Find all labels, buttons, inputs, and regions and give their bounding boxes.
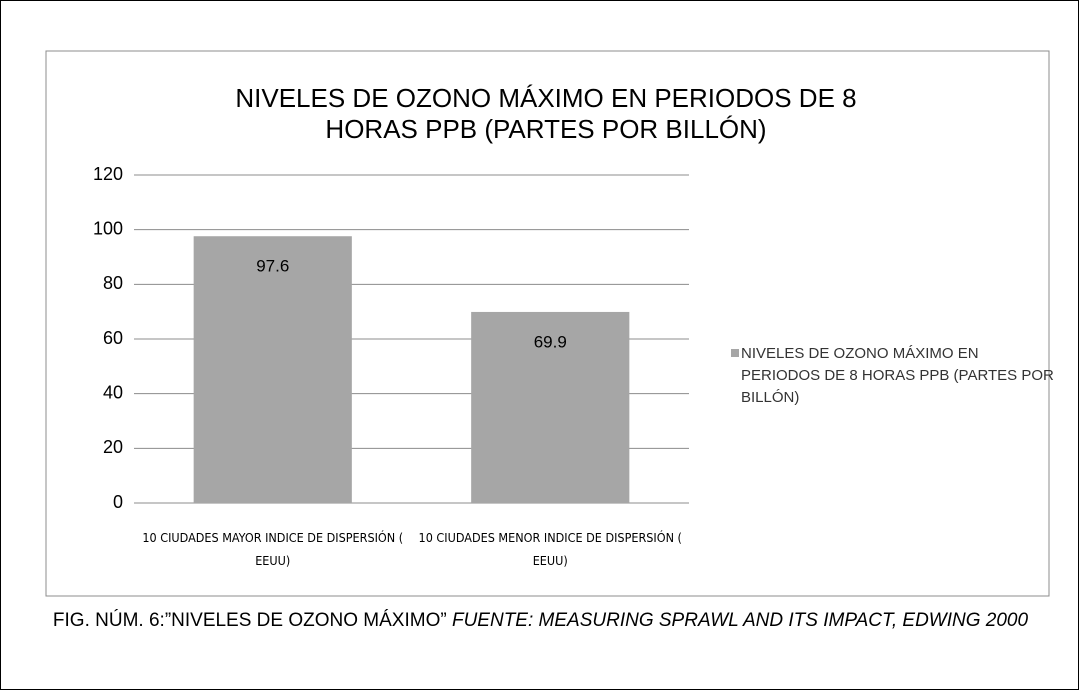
bar bbox=[471, 311, 630, 503]
x-tick-label: 10 CIUDADES MAYOR INDICE DE DISPERSIÓN (… bbox=[142, 530, 404, 568]
y-tick-label: 80 bbox=[103, 273, 123, 293]
legend-swatch bbox=[731, 349, 739, 357]
y-tick-label: 40 bbox=[103, 382, 123, 402]
legend-label: NIVELES DE OZONO MÁXIMO EN PERIODOS DE 8… bbox=[741, 345, 1054, 406]
caption: FIG. NÚM. 6:”NIVELES DE OZONO MÁXIMO” FU… bbox=[11, 607, 1070, 635]
y-tick-label: 120 bbox=[93, 164, 123, 184]
y-tick-label: 0 bbox=[113, 492, 123, 512]
y-tick-label: 100 bbox=[93, 218, 123, 238]
x-tick-label-box: 10 CIUDADES MAYOR INDICE DE DISPERSIÓN (… bbox=[142, 530, 404, 568]
x-tick-label: 10 CIUDADES MENOR INDICE DE DISPERSIÓN (… bbox=[418, 530, 682, 568]
chart-title: NIVELES DE OZONO MÁXIMO EN PERIODOS DE 8… bbox=[235, 83, 857, 144]
caption-source: FUENTE: MEASURING SPRAWL AND ITS IMPACT,… bbox=[451, 610, 1029, 631]
bar bbox=[193, 236, 352, 503]
y-tick-label: 60 bbox=[103, 328, 123, 348]
x-tick-label-box: 10 CIUDADES MENOR INDICE DE DISPERSIÓN (… bbox=[418, 530, 682, 568]
y-tick-label: 20 bbox=[103, 437, 123, 457]
legend-label-box: NIVELES DE OZONO MÁXIMO EN PERIODOS DE 8… bbox=[741, 345, 1054, 406]
data-label: 69.9 bbox=[534, 332, 567, 351]
title-box: NIVELES DE OZONO MÁXIMO EN PERIODOS DE 8… bbox=[235, 83, 857, 144]
chart: NIVELES DE OZONO MÁXIMO EN PERIODOS DE 8… bbox=[45, 50, 1054, 597]
caption-text: FIG. NÚM. 6:”NIVELES DE OZONO MÁXIMO” bbox=[52, 610, 447, 631]
data-label: 97.6 bbox=[256, 257, 289, 276]
